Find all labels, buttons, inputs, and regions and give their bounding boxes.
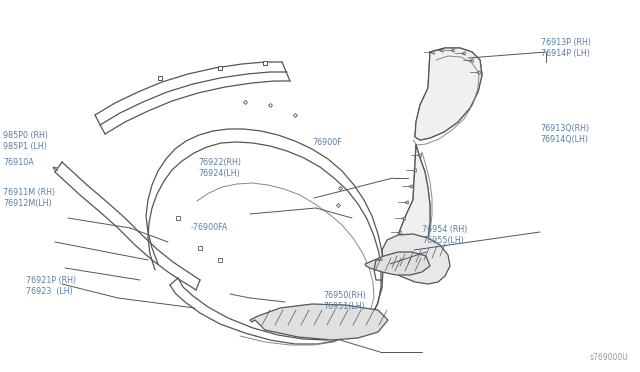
Text: s769000U: s769000U (589, 353, 628, 362)
Polygon shape (365, 252, 430, 275)
Text: 985P0 (RH)
985P1 (LH): 985P0 (RH) 985P1 (LH) (3, 131, 48, 151)
Text: -76900FA: -76900FA (191, 223, 228, 232)
Polygon shape (394, 145, 430, 273)
Text: 76913P (RH)
76914P (LH): 76913P (RH) 76914P (LH) (541, 38, 591, 58)
Polygon shape (382, 234, 450, 284)
Polygon shape (415, 48, 482, 140)
Text: 76921P (RH)
76923  (LH): 76921P (RH) 76923 (LH) (26, 276, 76, 296)
Text: 76911M (RH)
76912M(LH): 76911M (RH) 76912M(LH) (3, 188, 55, 208)
Text: 76922(RH)
76924(LH): 76922(RH) 76924(LH) (198, 158, 241, 178)
Text: 76900F: 76900F (312, 138, 342, 147)
Polygon shape (250, 304, 388, 340)
Text: 76913Q(RH)
76914Q(LH): 76913Q(RH) 76914Q(LH) (541, 124, 590, 144)
Text: 76954 (RH)
76955(LH): 76954 (RH) 76955(LH) (422, 225, 468, 245)
Text: 76910A: 76910A (3, 158, 34, 167)
Text: 76950(RH)
76951(LH): 76950(RH) 76951(LH) (323, 291, 366, 311)
